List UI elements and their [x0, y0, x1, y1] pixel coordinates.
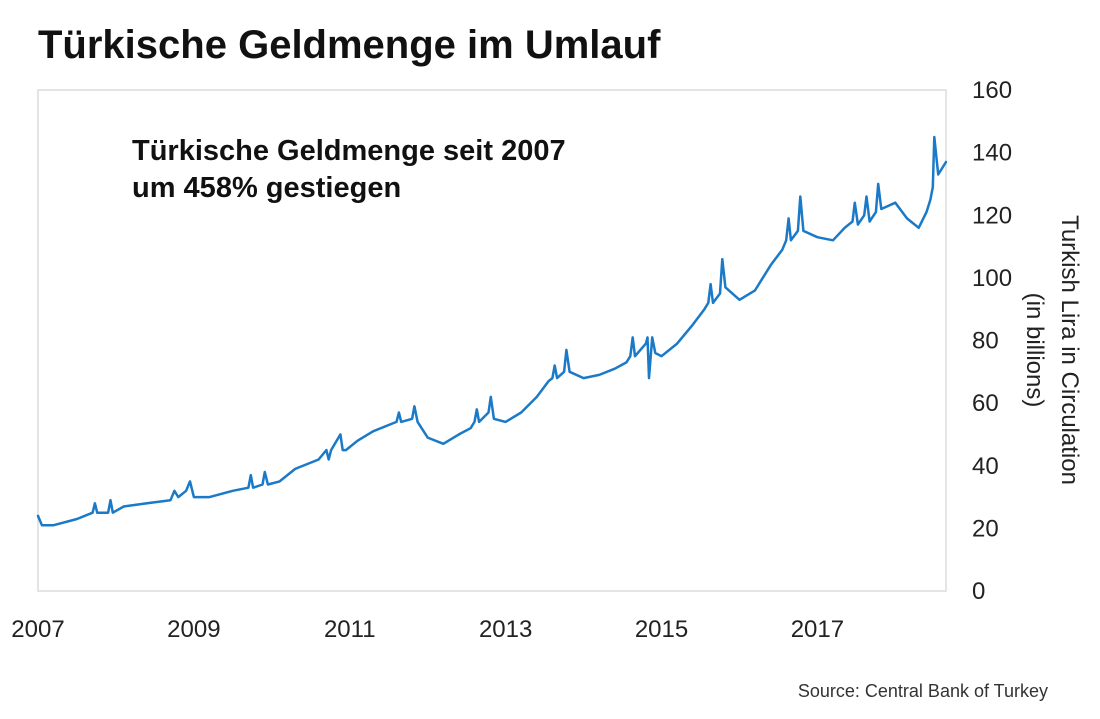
annotation-line-2: um 458% gestiegen [132, 172, 401, 204]
y-tick-label: 140 [972, 140, 1012, 167]
y-tick-label: 80 [972, 328, 999, 355]
x-tick-label: 2007 [11, 616, 64, 643]
x-tick-label: 2013 [479, 616, 532, 643]
y-tick-label: 120 [972, 202, 1012, 229]
x-tick-label: 2017 [791, 616, 844, 643]
source-note: Source: Central Bank of Turkey [798, 681, 1048, 701]
annotation-line-1: Türkische Geldmenge seit 2007 [132, 135, 566, 167]
x-tick-label: 2011 [324, 616, 376, 643]
y-tick-label: 0 [972, 578, 985, 605]
y-tick-label: 60 [972, 390, 999, 417]
y-tick-label: 100 [972, 265, 1012, 292]
y-axis-label-line-1: Turkish Lira in Circulation [1056, 215, 1083, 485]
y-tick-label: 20 [972, 515, 999, 542]
y-tick-label: 160 [972, 77, 1012, 104]
x-tick-label: 2015 [635, 616, 688, 643]
chart-title: Türkische Geldmenge im Umlauf [38, 23, 661, 67]
y-tick-label: 40 [972, 453, 999, 480]
x-tick-label: 2009 [167, 616, 220, 643]
y-axis-label-line-2: (in billions) [1021, 293, 1048, 408]
x-axis-ticks: 2007 2009 2011 2013 2015 2017 [11, 616, 844, 643]
series-line [36, 135, 948, 527]
plot-frame [37, 89, 947, 592]
y-axis-ticks: 0 20 40 60 80 100 120 140 160 [972, 77, 1012, 605]
